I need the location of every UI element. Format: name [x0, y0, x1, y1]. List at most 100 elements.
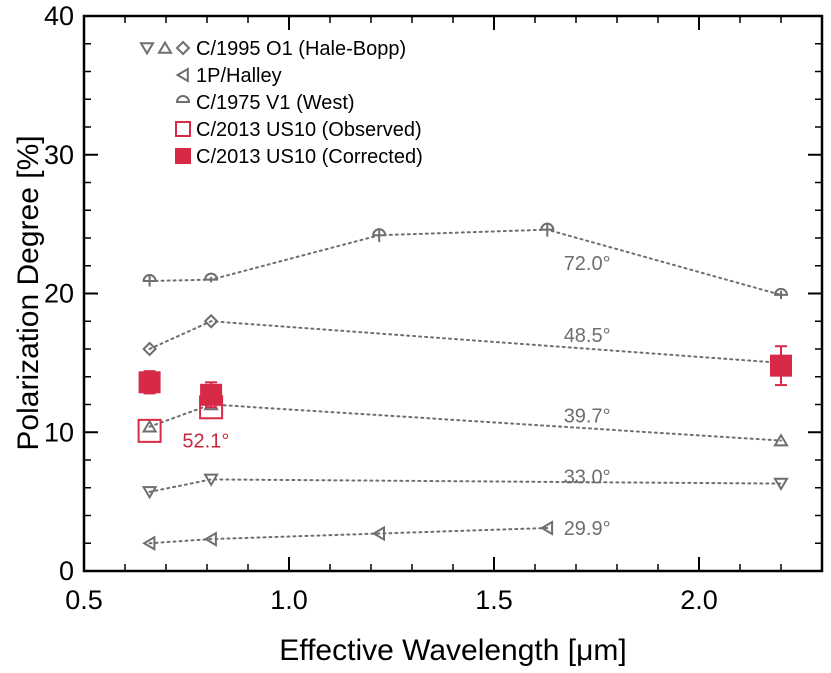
- square-filled-marker: [138, 371, 161, 394]
- y-tick-label: 10: [44, 417, 74, 447]
- x-tick-label: 2.0: [680, 585, 718, 615]
- triangle-left-marker: [539, 520, 554, 536]
- triangle-up-marker: [157, 40, 173, 54]
- legend-marker: [175, 95, 191, 103]
- series-line: [148, 320, 782, 364]
- series-group: [141, 397, 789, 447]
- data-point: [141, 486, 158, 500]
- triangle-left-marker: [203, 531, 217, 547]
- data-point: [142, 341, 158, 357]
- series-line: [148, 478, 782, 493]
- data-point: [138, 371, 161, 394]
- legend-item: C/2013 US10 (Observed): [175, 119, 422, 141]
- plot-frame: [82, 14, 824, 573]
- data-point: [770, 354, 792, 377]
- legend-marker: [175, 67, 189, 83]
- square-filled-marker: [175, 148, 191, 164]
- x-tick-label: 0.5: [65, 585, 103, 615]
- legend-item: C/2013 US10 (Corrected): [175, 146, 423, 168]
- legend-label: C/2013 US10 (Observed): [196, 119, 422, 141]
- legend-label: C/2013 US10 (Corrected): [196, 146, 423, 168]
- data-point: [773, 287, 789, 296]
- data-point: [204, 272, 219, 281]
- square-filled-marker: [200, 383, 223, 406]
- square-open-marker: [137, 418, 162, 443]
- legend-label: C/1995 O1 (Hale-Bopp): [196, 38, 406, 60]
- diamond-marker: [203, 313, 219, 329]
- series: [137, 222, 792, 551]
- x-tick-labels: 0.5 1.0 1.5 2.0: [65, 585, 718, 615]
- data-point: [141, 419, 158, 433]
- axis-ticks: [83, 15, 822, 572]
- x-tick-label: 1.5: [475, 585, 513, 615]
- data-point: [371, 525, 385, 542]
- legend-marker: [175, 40, 191, 56]
- diamond-marker: [142, 341, 158, 357]
- legend-label: 1P/Halley: [196, 65, 282, 87]
- triangle-down-marker: [141, 486, 158, 500]
- series-annotation: 33.0°: [564, 467, 611, 489]
- data-point: [539, 520, 554, 536]
- data-point: [200, 383, 223, 406]
- data-point: [203, 531, 217, 547]
- data-point: [540, 222, 555, 231]
- series-annotation: 29.9°: [564, 518, 611, 540]
- data-point: [142, 535, 156, 551]
- legend-marker: [157, 40, 173, 54]
- series-group: [141, 473, 789, 500]
- legend-label: C/1975 V1 (West): [196, 92, 355, 114]
- series-line: [148, 526, 549, 545]
- y-tick-label: 30: [44, 140, 74, 170]
- data-point: [203, 473, 219, 487]
- series-group: [142, 520, 554, 551]
- series-line: [148, 228, 782, 296]
- data-point: [773, 433, 789, 447]
- x-tick-label: 1.0: [270, 585, 308, 615]
- data-point: [137, 418, 162, 443]
- y-tick-label: 0: [59, 556, 74, 586]
- legend-marker: [175, 121, 191, 137]
- data-point: [773, 477, 789, 491]
- series-group: [142, 313, 789, 371]
- triangle-up-marker: [773, 433, 789, 447]
- half-circle-marker: [142, 274, 157, 283]
- half-circle-marker: [773, 287, 789, 296]
- triangle-left-marker: [371, 525, 385, 542]
- legend-marker: [139, 42, 155, 56]
- half-circle-marker: [175, 95, 191, 103]
- y-tick-label: 40: [44, 1, 74, 31]
- y-tick-labels: 0 10 20 30 40: [44, 1, 74, 586]
- annotations: 72.0° 48.5° 39.7° 33.0° 29.9° 52.1°: [182, 253, 610, 540]
- legend-marker: [175, 148, 191, 164]
- triangle-up-marker: [141, 419, 158, 433]
- triangle-down-marker: [773, 477, 789, 491]
- data-point: [142, 274, 157, 283]
- series-annotation: 72.0°: [564, 253, 611, 275]
- y-axis-title: Polarization Degree [%]: [12, 135, 45, 450]
- half-circle-marker: [204, 272, 219, 281]
- triangle-down-marker: [139, 42, 155, 56]
- diamond-marker: [175, 40, 191, 56]
- triangle-left-marker: [142, 535, 156, 551]
- triangle-down-marker: [203, 473, 219, 487]
- y-tick-label: 20: [44, 279, 74, 309]
- square-filled-marker: [770, 354, 792, 377]
- series-annotation: 52.1°: [182, 431, 229, 453]
- series-annotation: 48.5°: [564, 325, 611, 347]
- series-group: [142, 222, 789, 300]
- data-point: [372, 228, 387, 237]
- legend-item: C/1995 O1 (Hale-Bopp): [139, 38, 406, 60]
- legend-item: 1P/Halley: [175, 65, 282, 87]
- half-circle-marker: [372, 228, 387, 237]
- series-line: [148, 403, 782, 442]
- legend-item: C/1975 V1 (West): [175, 92, 355, 114]
- legend: C/1995 O1 (Hale-Bopp) 1P/Halley C/1975 V1 …: [139, 38, 423, 168]
- series-annotation: 39.7°: [564, 406, 611, 428]
- series-group: [138, 345, 792, 409]
- triangle-left-marker: [175, 67, 189, 83]
- data-point: [203, 313, 219, 329]
- x-axis-title: Effective Wavelength [μm]: [279, 634, 626, 667]
- half-circle-marker: [540, 222, 555, 231]
- square-open-marker: [175, 121, 191, 137]
